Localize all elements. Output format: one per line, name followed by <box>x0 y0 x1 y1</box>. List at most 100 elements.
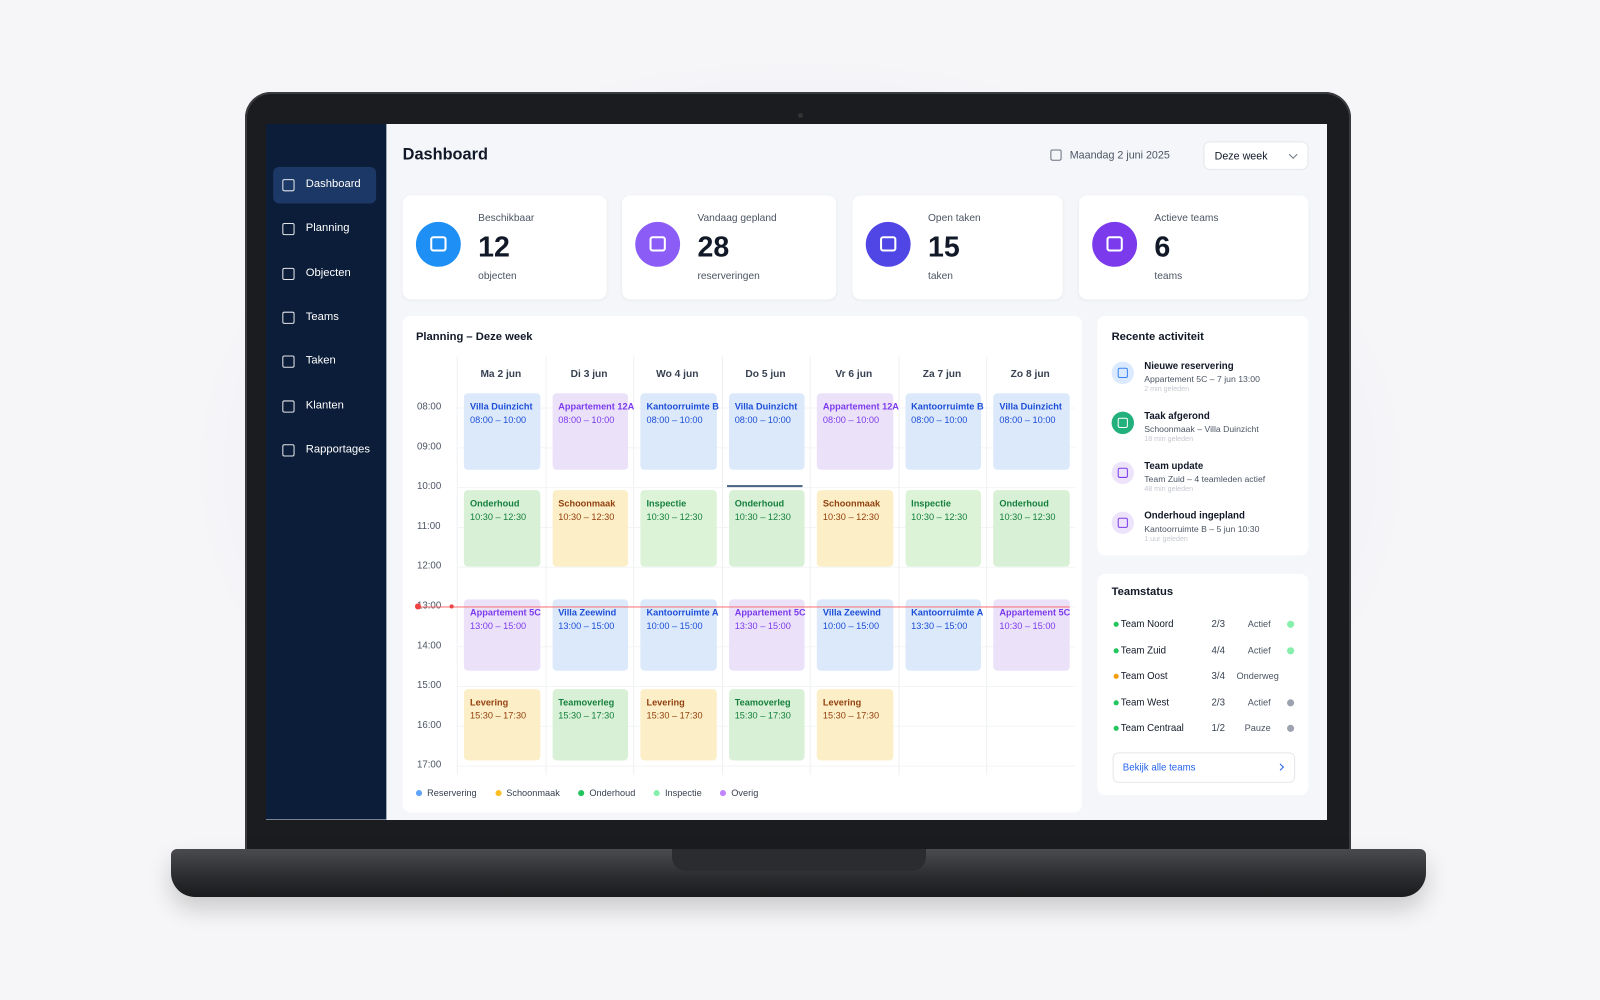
event-title: Villa Zeewind <box>822 607 881 618</box>
event-title: Appartement 5C <box>470 607 541 618</box>
team-name: Team Zuid <box>1120 644 1167 657</box>
event-block[interactable]: Onderhoud 10:30 – 12:30 <box>728 490 805 567</box>
activity-item-detail: Schoonmaak – Villa Duinzicht <box>1144 423 1259 435</box>
hour-line <box>456 686 1075 688</box>
event-block[interactable]: Kantoorruimte A 13:30 – 15:00 <box>905 599 983 671</box>
activity-icon-glyph <box>1117 467 1128 478</box>
hour-line <box>456 765 1075 767</box>
time-label: 11:00 <box>416 520 441 532</box>
event-time: 10:30 – 15:00 <box>999 620 1056 631</box>
event-time: 10:30 – 12:30 <box>470 511 527 522</box>
team-panel: Teamstatus Team Noord 2/3 Actief Team Zuid 4/… <box>1097 573 1309 796</box>
team-status-dot <box>1287 699 1295 707</box>
event-time: 10:30 – 12:30 <box>911 511 968 522</box>
legend-item: Onderhoud <box>578 788 635 798</box>
event-block[interactable]: Levering 15:30 – 17:30 <box>816 689 893 761</box>
activity-item-title: Nieuwe reservering <box>1144 360 1234 372</box>
team-status: Pauze <box>1244 723 1271 734</box>
activity-icon-glyph <box>1117 517 1128 528</box>
time-label: 08:00 <box>416 401 442 413</box>
event-block[interactable]: Villa Duinzicht 08:00 – 10:00 <box>728 393 805 470</box>
event-block[interactable]: Schoonmaak 10:30 – 12:30 <box>816 490 893 567</box>
event-block[interactable]: Appartement 12A 08:00 – 10:00 <box>816 393 899 470</box>
event-block[interactable]: Appartement 12A 08:00 – 10:00 <box>552 393 634 470</box>
date-label: Maandag 2 juni 2025 <box>1069 149 1170 162</box>
nav-item[interactable]: Klanten <box>273 388 376 425</box>
event-block[interactable]: Villa Zeewind 13:00 – 15:00 <box>552 599 629 671</box>
event-title: Villa Duinzicht <box>734 401 798 412</box>
stat-value: 15 <box>927 231 960 263</box>
day-separator <box>721 356 723 775</box>
team-count: 3/4 <box>1211 670 1226 683</box>
event-block[interactable]: Villa Duinzicht 08:00 – 10:00 <box>463 393 540 470</box>
event-block[interactable]: Kantoorruimte B 08:00 – 10:00 <box>905 393 984 470</box>
stat-icon-glyph <box>880 236 897 252</box>
event-block[interactable]: Appartement 5C 10:30 – 15:00 <box>993 599 1070 671</box>
now-indicator <box>727 485 803 488</box>
event-block[interactable]: Onderhoud 10:30 – 12:30 <box>993 490 1070 567</box>
event-title: Schoonmaak <box>822 498 881 509</box>
event-block[interactable]: Schoonmaak 10:30 – 12:30 <box>552 490 629 567</box>
legend-label: Inspectie <box>664 788 702 799</box>
nav-icon <box>282 223 295 236</box>
event-title: Onderhoud <box>470 498 520 509</box>
day-header: Do 5 jun <box>745 368 786 381</box>
event-block[interactable]: Levering 15:30 – 17:30 <box>640 689 717 761</box>
stat-label: Beschikbaar <box>478 212 535 224</box>
nav-icon <box>282 355 295 368</box>
day-separator <box>809 356 811 775</box>
nav-item[interactable]: Rapportages <box>273 432 376 469</box>
event-block[interactable]: Onderhoud 10:30 – 12:30 <box>463 490 540 567</box>
nav-item[interactable]: Dashboard <box>273 166 377 204</box>
nav-item[interactable]: Objecten <box>273 255 376 292</box>
activity-item-detail: Team Zuid – 4 teamleden actief <box>1144 473 1266 485</box>
stat-card: Open taken 15 taken <box>852 195 1063 300</box>
day-separator <box>897 356 899 775</box>
legend-item: Overig <box>720 788 758 798</box>
day-header: Vr 6 jun <box>835 368 873 381</box>
nav-item[interactable]: Teams <box>273 299 376 336</box>
event-block[interactable]: Appartement 5C 13:00 – 15:00 <box>463 599 541 671</box>
event-block[interactable]: Inspectie 10:30 – 12:30 <box>640 490 717 567</box>
event-block[interactable]: Kantoorruimte A 10:00 – 15:00 <box>640 599 719 671</box>
activity-item-detail: Appartement 5C – 7 jun 13:00 <box>1144 373 1260 385</box>
page-title: Dashboard <box>402 146 488 164</box>
event-time: 08:00 – 10:00 <box>999 414 1056 425</box>
event-time: 15:30 – 17:30 <box>822 710 880 721</box>
stat-label: Vandaag gepland <box>697 212 777 224</box>
event-title: Inspectie <box>646 498 687 509</box>
event-time: 10:00 – 15:00 <box>822 620 880 631</box>
time-label: 12:00 <box>416 560 442 572</box>
team-name: Team Centraal <box>1120 723 1184 735</box>
nav-icon <box>282 267 295 280</box>
activity-item-time: 48 min geleden <box>1144 486 1194 494</box>
event-block[interactable]: Teamoverleg 15:30 – 17:30 <box>728 689 805 761</box>
stat-card: Beschikbaar 12 objecten <box>402 195 607 300</box>
activity-icon-glyph <box>1117 417 1128 428</box>
event-block[interactable]: Inspectie 10:30 – 12:30 <box>905 490 982 567</box>
nav-item[interactable]: Planning <box>273 211 376 248</box>
event-block[interactable]: Kantoorruimte B 08:00 – 10:00 <box>640 393 719 470</box>
stat-icon <box>865 221 911 267</box>
nav-item[interactable]: Taken <box>273 343 376 380</box>
event-block[interactable]: Villa Zeewind 10:00 – 15:00 <box>816 599 893 671</box>
current-time-line <box>416 606 1070 608</box>
event-block[interactable]: Villa Duinzicht 08:00 – 10:00 <box>993 393 1070 470</box>
event-block[interactable]: Appartement 5C 13:30 – 15:00 <box>728 599 806 671</box>
activity-item-time: 2 min geleden <box>1144 386 1190 394</box>
stat-icon-glyph <box>1106 236 1123 252</box>
nav-icon <box>282 399 295 413</box>
legend-dot <box>415 790 423 797</box>
activity-icon <box>1111 361 1135 385</box>
legend-label: Overig <box>731 788 759 799</box>
event-title: Schoonmaak <box>558 498 616 509</box>
team-dot <box>1113 647 1119 653</box>
event-block[interactable]: Teamoverleg 15:30 – 17:30 <box>552 689 629 761</box>
activity-item-time: 1 uur geleden <box>1144 536 1188 544</box>
event-time: 13:00 – 15:00 <box>470 620 527 631</box>
team-button[interactable]: Bekijk alle teams <box>1112 752 1296 783</box>
event-block[interactable]: Levering 15:30 – 17:30 <box>463 689 540 761</box>
range-dropdown[interactable]: Deze week <box>1203 141 1309 170</box>
event-time: 10:30 – 12:30 <box>646 511 703 522</box>
legend-dot <box>495 790 502 797</box>
